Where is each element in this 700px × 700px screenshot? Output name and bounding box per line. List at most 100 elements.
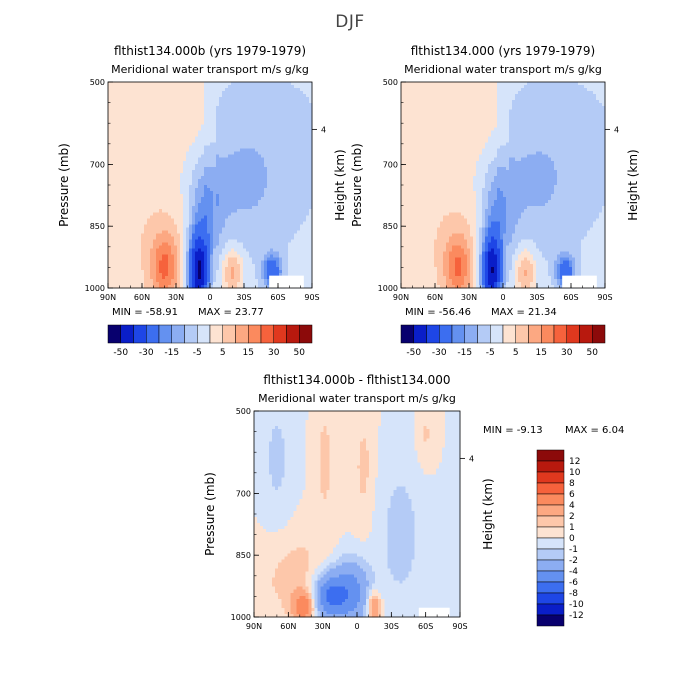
- heatmap-cell: [306, 224, 310, 228]
- heatmap-cell: [180, 148, 184, 153]
- heatmap-cell: [141, 169, 145, 174]
- heatmap-cell: [306, 194, 310, 198]
- heatmap-cell: [273, 224, 277, 228]
- heatmap-cell: [153, 172, 157, 177]
- heatmap-cell: [204, 97, 208, 101]
- heatmap-cell: [117, 145, 121, 150]
- heatmap-cell: [159, 127, 163, 131]
- heatmap-cell: [132, 278, 136, 283]
- heatmap-cell: [255, 278, 259, 283]
- heatmap-cell: [129, 206, 133, 210]
- heatmap-cell: [428, 82, 432, 86]
- heatmap-cell: [126, 163, 130, 168]
- heatmap-cell: [252, 142, 256, 147]
- heatmap-cell: [165, 169, 169, 174]
- heatmap-cell: [159, 206, 163, 210]
- heatmap-cell: [192, 263, 196, 268]
- heatmap-cell: [111, 191, 115, 195]
- heatmap-cell: [303, 100, 307, 104]
- heatmap-cell: [309, 166, 313, 171]
- heatmap-cell: [183, 139, 187, 143]
- heatmap-cell: [135, 194, 139, 198]
- heatmap-cell: [500, 85, 504, 89]
- heatmap-cell: [186, 121, 190, 125]
- heatmap-cell: [455, 82, 459, 86]
- heatmap-cell: [204, 242, 208, 246]
- heatmap-cell: [168, 181, 172, 186]
- heatmap-cell: [270, 212, 274, 216]
- heatmap-cell: [168, 154, 172, 159]
- heatmap-cell: [117, 275, 121, 280]
- heatmap-cell: [270, 130, 274, 134]
- heatmap-cell: [108, 263, 112, 268]
- colorbar-label: 30: [268, 348, 280, 358]
- heatmap-cell: [237, 145, 241, 150]
- heatmap-cell: [560, 82, 564, 86]
- heatmap-cell: [234, 112, 238, 116]
- heatmap-cell: [174, 118, 178, 122]
- heatmap-cell: [117, 148, 121, 153]
- heatmap-cell: [252, 224, 256, 228]
- heatmap-cell: [261, 166, 265, 171]
- heatmap-cell: [141, 218, 145, 222]
- heatmap-cell: [174, 112, 178, 116]
- heatmap-cell: [279, 109, 283, 113]
- heatmap-cell: [117, 154, 121, 159]
- heatmap-cell: [243, 94, 247, 98]
- heatmap-cell: [219, 148, 223, 153]
- heatmap-cell: [168, 175, 172, 180]
- heatmap-cell: [297, 227, 301, 231]
- heatmap-cell: [303, 272, 307, 277]
- heatmap-cell: [123, 239, 127, 243]
- heatmap-cell: [261, 185, 265, 189]
- heatmap-cell: [228, 257, 232, 262]
- heatmap-cell: [569, 82, 573, 86]
- heatmap-cell: [279, 221, 283, 225]
- heatmap-cell: [267, 206, 271, 210]
- heatmap-cell: [297, 115, 301, 119]
- heatmap-cell: [279, 200, 283, 204]
- heatmap-cell: [135, 260, 139, 265]
- heatmap-cell: [428, 85, 432, 89]
- heatmap-cell: [117, 218, 121, 222]
- heatmap-cell: [147, 260, 151, 265]
- heatmap-cell: [204, 272, 208, 277]
- heatmap-cell: [225, 224, 229, 228]
- heatmap-cell: [189, 139, 193, 143]
- heatmap-cell: [309, 139, 313, 143]
- heatmap-cell: [219, 94, 223, 98]
- heatmap-cell: [168, 163, 172, 168]
- heatmap-cell: [455, 85, 459, 89]
- heatmap-cell: [108, 278, 112, 283]
- heatmap-cell: [222, 82, 226, 86]
- heatmap-cell: [171, 145, 175, 150]
- heatmap-cell: [156, 145, 160, 150]
- heatmap-cell: [219, 166, 223, 171]
- heatmap-cell: [177, 206, 181, 210]
- heatmap-cell: [255, 133, 259, 137]
- heatmap-cell: [171, 103, 175, 107]
- heatmap-cell: [225, 236, 229, 240]
- heatmap-cell: [117, 127, 121, 131]
- heatmap-cell: [111, 166, 115, 171]
- heatmap-cell: [279, 227, 283, 231]
- heatmap-cell: [572, 88, 576, 92]
- heatmap-cell: [264, 230, 268, 234]
- heatmap-cell: [282, 136, 286, 140]
- heatmap-cell: [261, 115, 265, 119]
- heatmap-cell: [144, 97, 148, 101]
- heatmap-cell: [150, 157, 154, 162]
- heatmap-cell: [156, 157, 160, 162]
- heatmap-cell: [168, 284, 172, 289]
- heatmap-cell: [252, 278, 256, 283]
- heatmap-cell: [270, 109, 274, 113]
- heatmap-cell: [228, 278, 232, 283]
- heatmap-cell: [108, 215, 112, 219]
- heatmap-cell: [300, 251, 304, 256]
- colorbar-swatch: [158, 324, 172, 344]
- heatmap-cell: [195, 233, 199, 237]
- heatmap-cell: [306, 272, 310, 277]
- heatmap-cell: [201, 281, 205, 286]
- heatmap-cell: [174, 266, 178, 271]
- heatmap-cell: [147, 127, 151, 131]
